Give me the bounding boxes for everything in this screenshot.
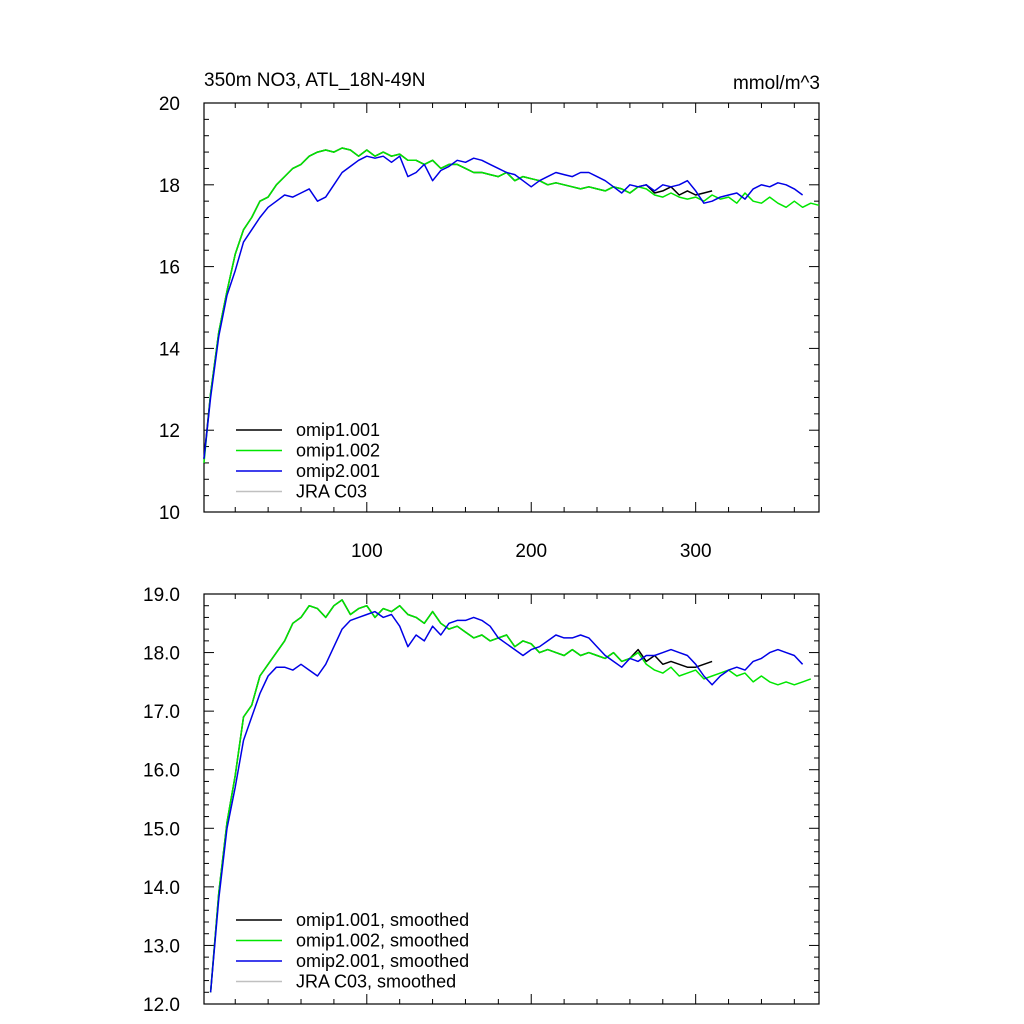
plot-frame xyxy=(203,593,820,1005)
y-tick-label: 17.0 xyxy=(143,702,180,723)
legend-label: JRA C03 xyxy=(296,482,367,502)
chart-title: 350m NO3, ATL_18N-49N xyxy=(204,70,425,91)
y-tick-label: 14.0 xyxy=(143,878,180,899)
y-tick-label: 18 xyxy=(159,176,180,197)
y-tick-label: 20 xyxy=(159,94,180,115)
bottom-panel: 12.0 13.0 14.0 15.0 16.0 17.0 18.0 19.0 omip1.00… xyxy=(143,585,820,1016)
top-panel: 10 12 14 16 18 20 100 200 300 omip1.001omip1.002o… xyxy=(159,94,820,562)
x-tick-label: 100 xyxy=(351,541,383,562)
y-tick-label: 15.0 xyxy=(143,819,180,840)
legend-label: omip2.001, smoothed xyxy=(296,951,469,971)
y-tick-label: 13.0 xyxy=(143,936,180,957)
legend-label: omip1.001 xyxy=(296,420,380,440)
legend-label: omip1.002, smoothed xyxy=(296,931,469,951)
x-tick-label: 300 xyxy=(680,541,712,562)
y-tick-label: 12 xyxy=(159,421,180,442)
plot-frame xyxy=(203,102,820,513)
series-line-omip1-002 xyxy=(203,147,820,463)
y-tick-label: 19.0 xyxy=(143,585,180,606)
series-line-omip1-002 xyxy=(209,599,812,993)
y-tick-label: 18.0 xyxy=(143,644,180,665)
series-line-omip1-001 xyxy=(203,147,713,459)
y-tick-label: 16 xyxy=(159,258,180,279)
legend-label: omip2.001 xyxy=(296,461,380,481)
y-tick-label: 12.0 xyxy=(143,995,180,1016)
y-tick-label: 10 xyxy=(159,503,180,524)
y-tick-label: 16.0 xyxy=(143,761,180,782)
series-line-omip2-001 xyxy=(209,610,804,993)
x-tick-label: 200 xyxy=(515,541,547,562)
legend-label: JRA C03, smoothed xyxy=(296,972,456,992)
legend-label: omip1.001, smoothed xyxy=(296,910,469,930)
units-label: mmol/m^3 xyxy=(733,73,820,94)
y-tick-label: 14 xyxy=(159,339,181,360)
series-line-omip2-001 xyxy=(203,155,804,459)
legend-label: omip1.002 xyxy=(296,441,380,461)
